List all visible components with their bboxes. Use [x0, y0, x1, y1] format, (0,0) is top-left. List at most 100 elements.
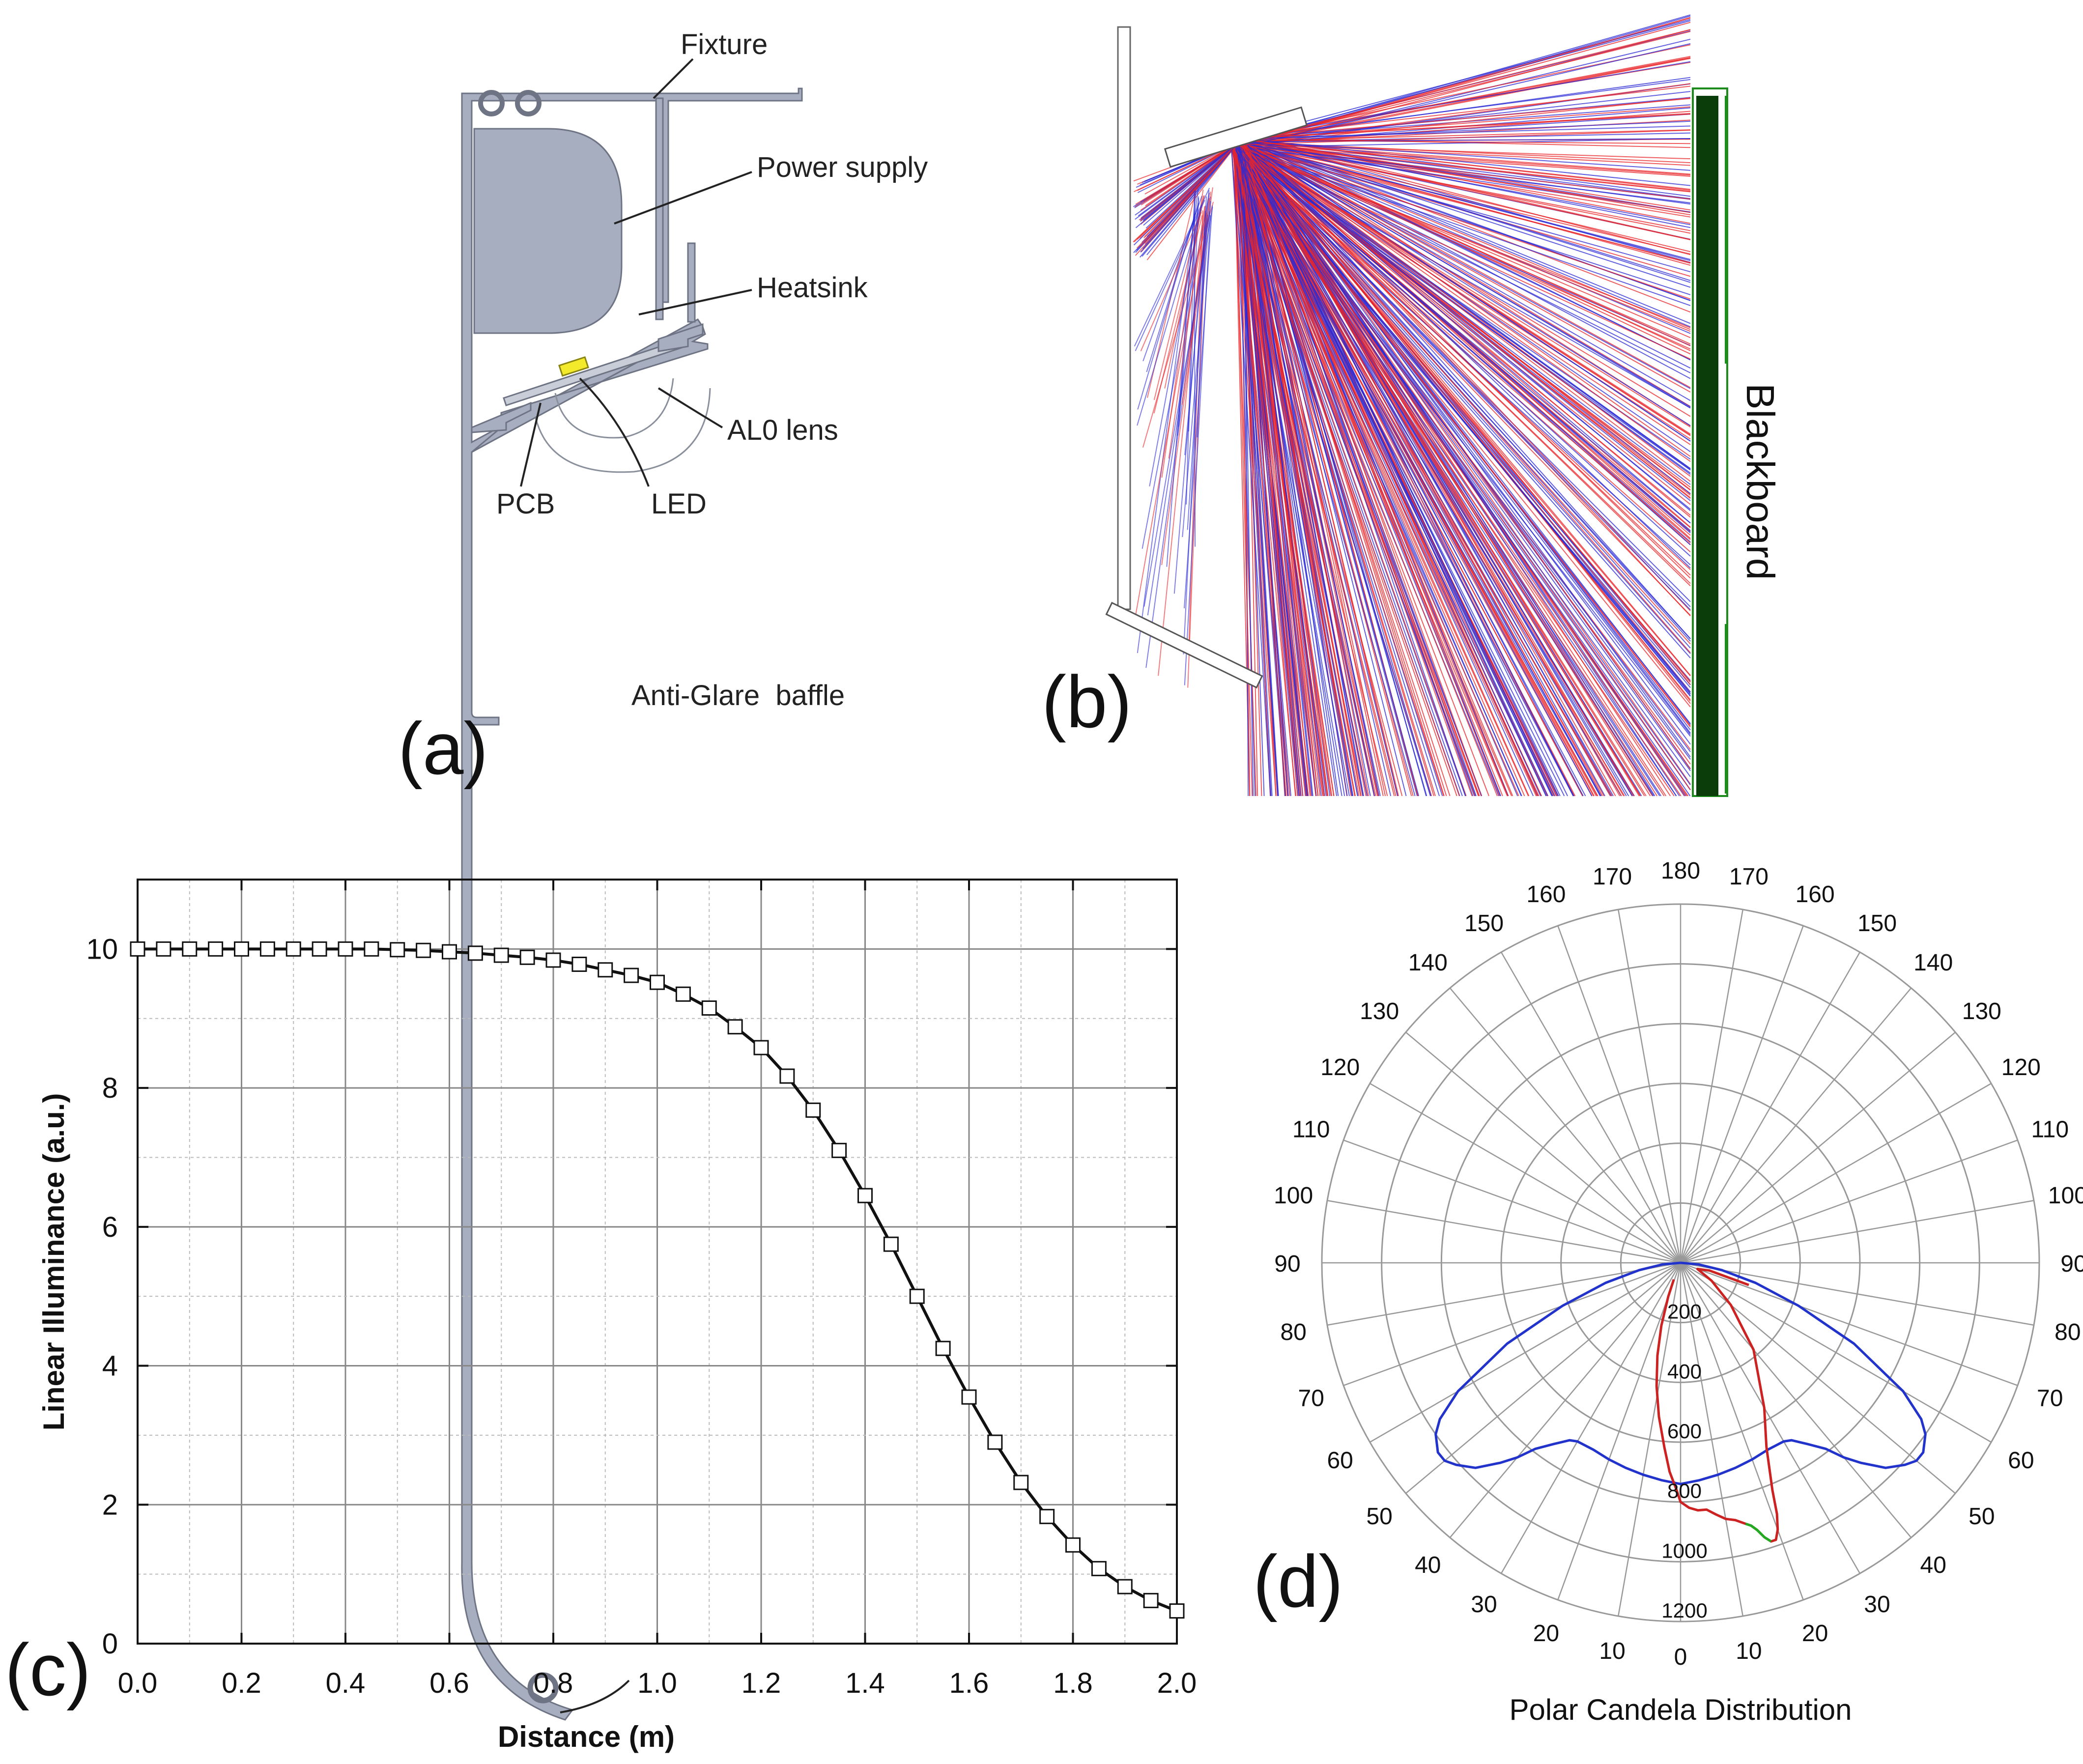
d-angle-label-left: 40 [1415, 1552, 1441, 1578]
leader-pcb [520, 402, 542, 487]
ray [1233, 138, 1691, 288]
ray [1245, 146, 1427, 797]
d-angle-label-right: 160 [1796, 882, 1835, 908]
ray [1244, 143, 1671, 797]
ray [1232, 146, 1691, 692]
d-angle-label-right: 170 [1729, 864, 1769, 890]
c-data-point [961, 1389, 977, 1405]
ray [1245, 31, 1691, 143]
ray [1137, 188, 1199, 654]
ray [1241, 43, 1691, 147]
ray [1140, 142, 1239, 258]
d-radial-label: 800 [1667, 1479, 1702, 1503]
d-angle-label-left: 90 [1274, 1251, 1300, 1277]
c-x-tick-label: 0.6 [429, 1667, 469, 1699]
d-angle-spoke [1680, 1262, 1743, 1617]
ray [1242, 143, 1691, 176]
d-angle-spoke [1449, 987, 1681, 1263]
ray [1244, 144, 1298, 797]
ray [1244, 141, 1691, 226]
c-data-point [753, 1040, 769, 1055]
d-radial-label: 400 [1667, 1360, 1702, 1383]
ray [1237, 145, 1691, 263]
d-angle-spoke [1343, 1139, 1681, 1264]
d-angle-label-right: 140 [1913, 950, 1953, 976]
blackboard-label: Blackboard [1739, 383, 1782, 580]
ray [1244, 142, 1627, 797]
d-angle-spoke [1557, 1262, 1682, 1600]
ray [1238, 146, 1691, 542]
ray [1143, 207, 1213, 607]
d-angle-label-right: 30 [1864, 1592, 1890, 1618]
ray [1242, 139, 1691, 528]
ray [1231, 142, 1691, 339]
ray [1140, 142, 1239, 247]
c-y-axis-label: Linear Illuminance (a.u.) [37, 1093, 70, 1431]
fixture-hook-right [515, 90, 542, 116]
d-angle-spoke [1370, 1262, 1681, 1443]
d-angle-spoke [1618, 1262, 1682, 1617]
c-data-point [416, 942, 431, 958]
ray [1230, 142, 1691, 524]
ray [1234, 137, 1691, 211]
ray [1234, 98, 1691, 140]
ray [1182, 201, 1211, 538]
c-x-tick-label: 1.0 [637, 1667, 677, 1699]
d-angle-spoke [1680, 1200, 2034, 1264]
ray [1186, 214, 1196, 505]
lens-rail-left [471, 401, 532, 433]
c-data-point [831, 1142, 847, 1158]
ray [1233, 143, 1306, 797]
ray [1183, 196, 1207, 654]
ray [1239, 125, 1691, 139]
ray [1236, 140, 1667, 797]
ray [1138, 142, 1239, 217]
c-series-markers [130, 941, 1185, 1619]
ray [1168, 206, 1205, 459]
ray [1243, 144, 1622, 797]
ray [1231, 139, 1356, 797]
c-data-point [675, 986, 691, 1002]
ray [1230, 144, 1277, 797]
ray [1245, 145, 1500, 797]
ray [1243, 140, 1691, 283]
d-angle-spoke [1680, 1262, 1912, 1538]
ray [1232, 142, 1691, 797]
ray [1158, 205, 1206, 676]
ray [1231, 146, 1675, 797]
d-angle-label-left: 110 [1292, 1116, 1330, 1142]
c-x-tick-label: 1.6 [949, 1667, 989, 1699]
baffle-hook [527, 1672, 559, 1704]
ray [1244, 141, 1691, 407]
ray [1240, 146, 1691, 534]
c-data-point [156, 941, 171, 957]
d-angle-spoke [1680, 925, 1804, 1263]
ray [1237, 139, 1309, 797]
c-x-tick-label: 0.0 [118, 1667, 158, 1699]
ray [1235, 146, 1597, 797]
ray [1242, 142, 1480, 797]
c-data-point [987, 1434, 1003, 1450]
c-data-point [312, 941, 327, 957]
ray [1235, 14, 1691, 145]
ray [1231, 142, 1691, 373]
d-angle-label-left: 60 [1327, 1448, 1353, 1474]
ray [1232, 144, 1375, 797]
ray [1244, 144, 1691, 462]
d-angle-label-left: 0 [1674, 1644, 1687, 1670]
ray [1243, 143, 1352, 797]
c-data-point [1013, 1475, 1029, 1490]
ray [1243, 139, 1691, 324]
ray [1242, 61, 1691, 139]
heatsink-fin [687, 242, 696, 323]
ray [1245, 138, 1691, 186]
ray [1242, 145, 1392, 797]
ray [1240, 139, 1420, 797]
ray [1242, 144, 1538, 797]
al0-lens-inner [554, 378, 674, 439]
ray [1242, 143, 1691, 785]
d-angle-spoke [1680, 1262, 2034, 1326]
ray [1243, 139, 1691, 617]
ray [1239, 145, 1509, 797]
ray [1134, 198, 1210, 622]
